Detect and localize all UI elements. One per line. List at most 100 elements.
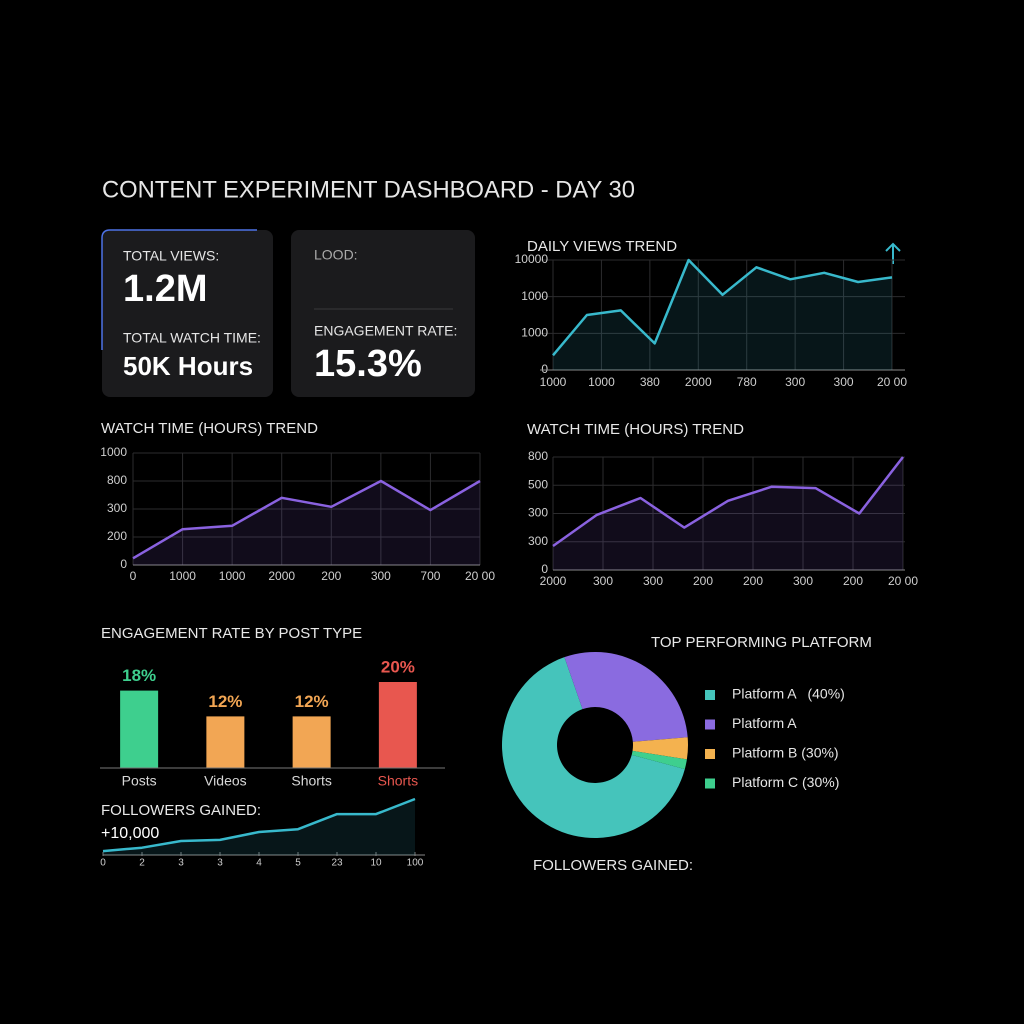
- chart-subtitle: +10,000: [101, 825, 159, 842]
- chart-title: TOP PERFORMING PLATFORM: [651, 634, 872, 651]
- x-tick-label: 300: [593, 574, 613, 588]
- x-tick-label: 2: [139, 858, 145, 869]
- pie-slice: [631, 750, 687, 770]
- footer-label: FOLLOWERS GAINED:: [533, 857, 693, 874]
- kpi-label: TOTAL WATCH TIME:: [123, 330, 261, 346]
- x-tick-label: 1000: [588, 375, 615, 389]
- legend-swatch: [705, 719, 715, 730]
- y-tick-label: 0: [541, 362, 548, 376]
- bar: [120, 690, 159, 768]
- x-tick-label: 380: [640, 375, 660, 389]
- pie-slice: [564, 652, 688, 742]
- x-tick-label: 23: [331, 858, 343, 869]
- pie-slice: [632, 737, 688, 760]
- bar-value-label: 12%: [208, 692, 242, 711]
- kpi-value: 15.3%: [314, 343, 422, 385]
- line: [552, 456, 904, 548]
- x-tick-label: 5: [295, 858, 301, 869]
- x-tick-label: 780: [737, 375, 757, 389]
- bar: [378, 682, 417, 768]
- line: [552, 258, 893, 357]
- area: [553, 260, 892, 370]
- kpi-value: 1.2M: [123, 268, 207, 310]
- x-tick-label: 0: [130, 569, 137, 583]
- bar: [206, 716, 245, 768]
- y-tick-label: 200: [107, 529, 127, 543]
- x-tick-label: 3: [217, 858, 223, 869]
- legend-label: Platform A (40%): [732, 686, 845, 702]
- bar-value-label: 20%: [381, 657, 415, 676]
- chart-title: WATCH TIME (HOURS) TREND: [527, 421, 744, 438]
- line: [132, 479, 481, 560]
- x-tick-label: Videos: [204, 773, 247, 789]
- kpi-label: LOOD:: [314, 247, 358, 263]
- x-tick-label: 2000: [685, 375, 712, 389]
- x-tick-label: 0: [100, 858, 106, 869]
- x-tick-label: 200: [321, 569, 341, 583]
- x-tick-label: Shorts: [291, 773, 331, 789]
- legend-label: Platform B (30%): [732, 745, 839, 761]
- chart-title: WATCH TIME (HOURS) TREND: [101, 420, 318, 437]
- x-tick-label: 3: [178, 858, 184, 869]
- chart-title: FOLLOWERS GAINED:: [101, 802, 261, 819]
- x-tick-label: 700: [420, 569, 440, 583]
- y-tick-label: 800: [107, 473, 127, 487]
- y-tick-label: 800: [528, 449, 548, 463]
- card-accent: [101, 229, 257, 350]
- y-tick-label: 300: [528, 534, 548, 548]
- legend-swatch: [705, 690, 715, 700]
- legend-label: Platform C (30%): [732, 774, 839, 790]
- x-tick-label: 200: [843, 574, 863, 588]
- x-tick-label: 1000: [540, 375, 567, 389]
- x-tick-label: 200: [743, 574, 763, 588]
- chart-title: ENGAGEMENT RATE BY POST TYPE: [101, 625, 362, 642]
- x-tick-label: 300: [643, 574, 663, 588]
- kpi-value: 50K Hours: [123, 351, 253, 381]
- area: [133, 481, 480, 565]
- legend-swatch: [705, 778, 715, 789]
- y-tick-label: 500: [528, 477, 548, 491]
- dashboard-title: CONTENT EXPERIMENT DASHBOARD - DAY 30: [102, 176, 635, 203]
- x-tick-label: 10: [370, 858, 382, 869]
- chart-title: DAILY VIEWS TREND: [527, 238, 677, 255]
- bar-value-label: 18%: [122, 666, 156, 685]
- kpi-card: [291, 230, 475, 397]
- x-tick-label: 20 00: [465, 569, 495, 583]
- y-tick-label: 300: [528, 506, 548, 520]
- kpi-label: ENGAGEMENT RATE:: [314, 323, 457, 339]
- y-tick-label: 1000: [521, 326, 548, 340]
- x-tick-label: 300: [371, 569, 391, 583]
- kpi-card: [102, 230, 273, 397]
- kpi-label: TOTAL VIEWS:: [123, 248, 219, 264]
- y-tick-label: 1000: [100, 445, 127, 459]
- x-tick-label: 300: [834, 375, 854, 389]
- legend-swatch: [705, 749, 715, 759]
- y-tick-label: 0: [120, 557, 127, 571]
- area: [553, 457, 903, 570]
- y-tick-label: 10000: [515, 252, 549, 266]
- x-tick-label: 4: [256, 858, 262, 869]
- x-tick-label: 1000: [169, 569, 196, 583]
- x-tick-label: 20 00: [877, 375, 907, 389]
- y-tick-label: 0: [541, 562, 548, 576]
- pie-slice: [501, 657, 685, 838]
- x-tick-label: 300: [793, 574, 813, 588]
- x-tick-label: Posts: [122, 773, 157, 789]
- bar-value-label: 12%: [295, 692, 329, 711]
- x-tick-label: 20 00: [888, 574, 918, 588]
- x-tick-label: 200: [693, 574, 713, 588]
- x-tick-label: 100: [407, 858, 424, 869]
- x-tick-label: Shorts: [378, 773, 418, 789]
- x-tick-label: 300: [785, 375, 805, 389]
- legend-label: Platform A: [732, 715, 797, 731]
- line: [102, 797, 416, 853]
- y-tick-label: 300: [107, 501, 127, 515]
- x-tick-label: 2000: [268, 569, 295, 583]
- y-tick-label: 1000: [521, 289, 548, 303]
- x-tick-label: 1000: [219, 569, 246, 583]
- x-tick-label: 2000: [540, 574, 567, 588]
- trend-arrow-icon: [885, 242, 901, 264]
- bar: [292, 716, 331, 768]
